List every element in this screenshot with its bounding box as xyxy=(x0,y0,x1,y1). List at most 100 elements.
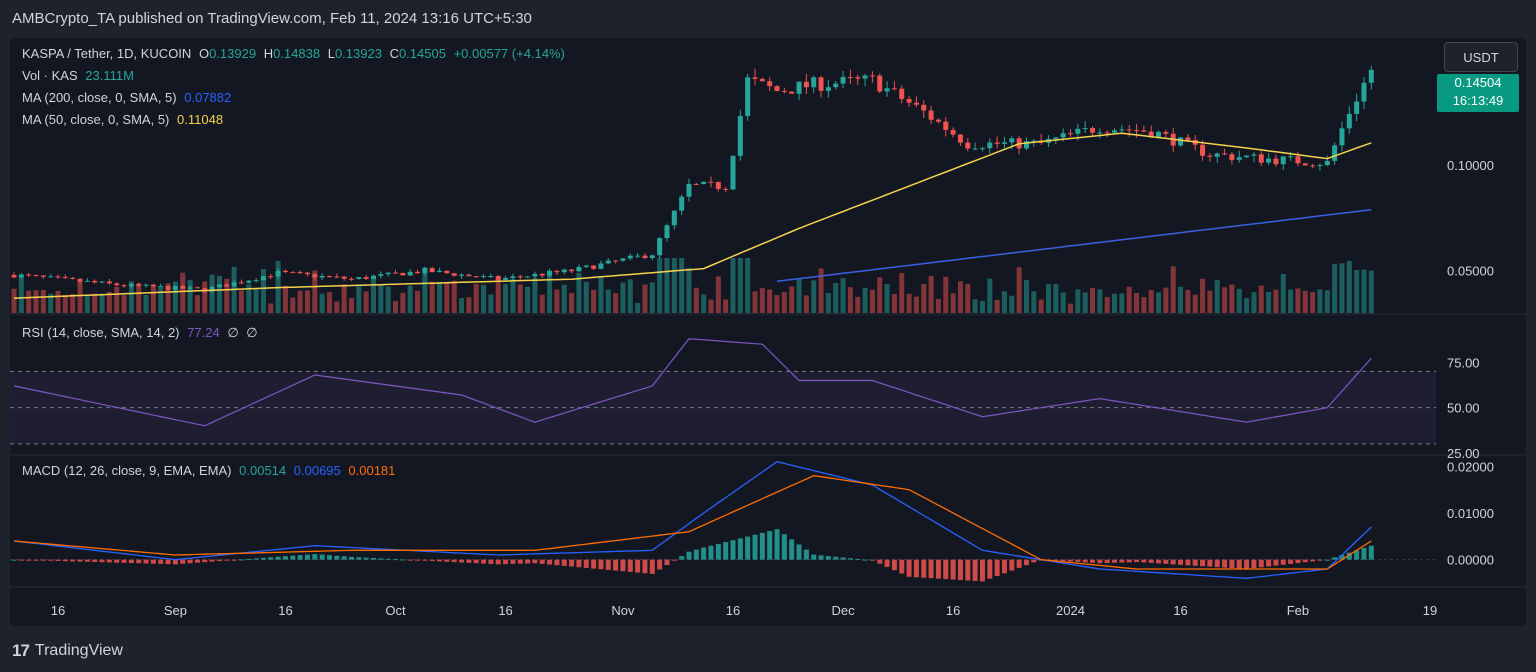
time-axis-label: Feb xyxy=(1287,603,1309,618)
candle-body xyxy=(693,183,699,185)
macd-histogram-bar xyxy=(1295,559,1301,564)
macd-axis-label: 0.01000 xyxy=(1447,506,1494,521)
volume-bar xyxy=(297,290,303,313)
candle-body xyxy=(363,277,369,279)
volume-bar xyxy=(1156,292,1162,313)
chart-svg[interactable]: 0.10000 0.05000 75.00 50.00 25.000.02000 0.01… xyxy=(10,38,1526,626)
macd-histogram-bar xyxy=(1229,559,1235,569)
macd-histogram-bar xyxy=(1332,557,1338,560)
volume-bar xyxy=(781,292,787,313)
volume-bar xyxy=(1288,289,1294,313)
candle-body xyxy=(1178,137,1184,146)
candle-body xyxy=(1339,128,1345,146)
candle-body xyxy=(1104,132,1110,134)
macd-value: 0.00514 xyxy=(239,463,287,478)
candle-body xyxy=(238,282,244,284)
candle-body xyxy=(862,75,868,79)
volume-bar xyxy=(1023,279,1029,313)
candle-body xyxy=(620,258,626,261)
volume-bar xyxy=(620,282,626,313)
candle-body xyxy=(723,188,729,190)
volume-bar xyxy=(209,274,215,313)
candle-body xyxy=(92,280,98,283)
volume-bar xyxy=(796,278,802,313)
volume-bar xyxy=(1148,290,1154,313)
volume-bar xyxy=(774,295,780,313)
volume-bar xyxy=(224,278,230,313)
macd-histogram-bar xyxy=(855,558,861,560)
volume-bar xyxy=(84,296,90,313)
macd-histogram-bar xyxy=(290,555,296,560)
macd-histogram-bar xyxy=(657,559,663,570)
macd-histogram-bar xyxy=(238,559,244,561)
candle-body xyxy=(899,88,905,99)
macd-histogram-bar xyxy=(400,559,406,561)
candle-body xyxy=(297,272,303,274)
macd-histogram-bar xyxy=(231,559,237,561)
macd-histogram-bar xyxy=(649,559,655,574)
macd-histogram-bar xyxy=(437,559,443,562)
candle-body xyxy=(158,286,164,288)
candle-body xyxy=(891,88,897,90)
macd-histogram-bar xyxy=(1273,559,1279,566)
macd-label: MACD (12, 26, close, 9, EMA, EMA) xyxy=(22,463,232,478)
publisher-line: AMBCrypto_TA published on TradingView.co… xyxy=(12,10,532,27)
candle-body xyxy=(246,280,252,283)
volume-bar xyxy=(847,287,853,313)
volume-bar xyxy=(943,276,949,313)
candle-body xyxy=(1185,137,1191,141)
volume-bar xyxy=(48,293,54,313)
rsi-axis-label: 50.00 xyxy=(1447,401,1480,416)
candle-body xyxy=(1053,137,1059,139)
macd-histogram-bar xyxy=(1148,559,1154,563)
volume-bar xyxy=(708,299,714,313)
volume-bar xyxy=(1244,298,1250,313)
candle-body xyxy=(1229,154,1235,160)
candle-body xyxy=(1156,131,1162,137)
volume-bar xyxy=(172,281,178,313)
volume-bar xyxy=(143,295,149,313)
volume-bar xyxy=(1112,293,1118,313)
rsi-axis-label: 25.00 xyxy=(1447,446,1480,461)
candle-body xyxy=(803,81,809,88)
time-axis-label: 16 xyxy=(278,603,292,618)
volume-bar xyxy=(1067,303,1073,313)
candle-body xyxy=(356,277,362,279)
macd-histogram-bar xyxy=(517,559,523,564)
candle-body xyxy=(11,274,17,278)
rsi-axis-label: 75.00 xyxy=(1447,355,1480,370)
candle-body xyxy=(473,276,479,278)
volume-bar xyxy=(723,299,729,313)
macd-histogram-bar xyxy=(1324,559,1330,561)
macd-histogram-bar xyxy=(99,559,105,563)
macd-histogram-bar xyxy=(1288,559,1294,564)
macd-histogram-bar xyxy=(679,556,685,560)
footer: 17 TradingView xyxy=(12,640,123,662)
candle-body xyxy=(106,281,112,284)
macd-histogram-bar xyxy=(209,559,215,562)
candle-body xyxy=(510,276,516,278)
macd-histogram-bar xyxy=(598,559,604,570)
volume-bar xyxy=(510,278,516,313)
volume-bar xyxy=(1222,287,1228,313)
macd-histogram-bar xyxy=(143,559,149,564)
volume-bar xyxy=(957,281,963,313)
macd-histogram-bar xyxy=(180,559,186,564)
volume-bar xyxy=(730,258,736,313)
candle-body xyxy=(1295,156,1301,164)
volume-bar xyxy=(180,272,186,313)
rsi-extra-2: ∅ xyxy=(246,325,258,340)
chart-frame[interactable]: 0.10000 0.05000 75.00 50.00 25.00 0.02000 0.01… xyxy=(10,38,1526,626)
candle-body xyxy=(1009,138,1015,143)
candle-body xyxy=(1280,156,1286,165)
candle-body xyxy=(686,183,692,197)
candle-body xyxy=(1288,156,1294,158)
volume-bar xyxy=(488,294,494,313)
currency-button[interactable]: USDT xyxy=(1444,42,1518,72)
macd-histogram-bar xyxy=(1126,559,1132,563)
candle-body xyxy=(598,263,604,269)
macd-histogram-bar xyxy=(260,557,266,560)
volume-bar xyxy=(1339,263,1345,313)
macd-histogram-bar xyxy=(979,559,985,582)
candle-body xyxy=(1001,142,1007,144)
